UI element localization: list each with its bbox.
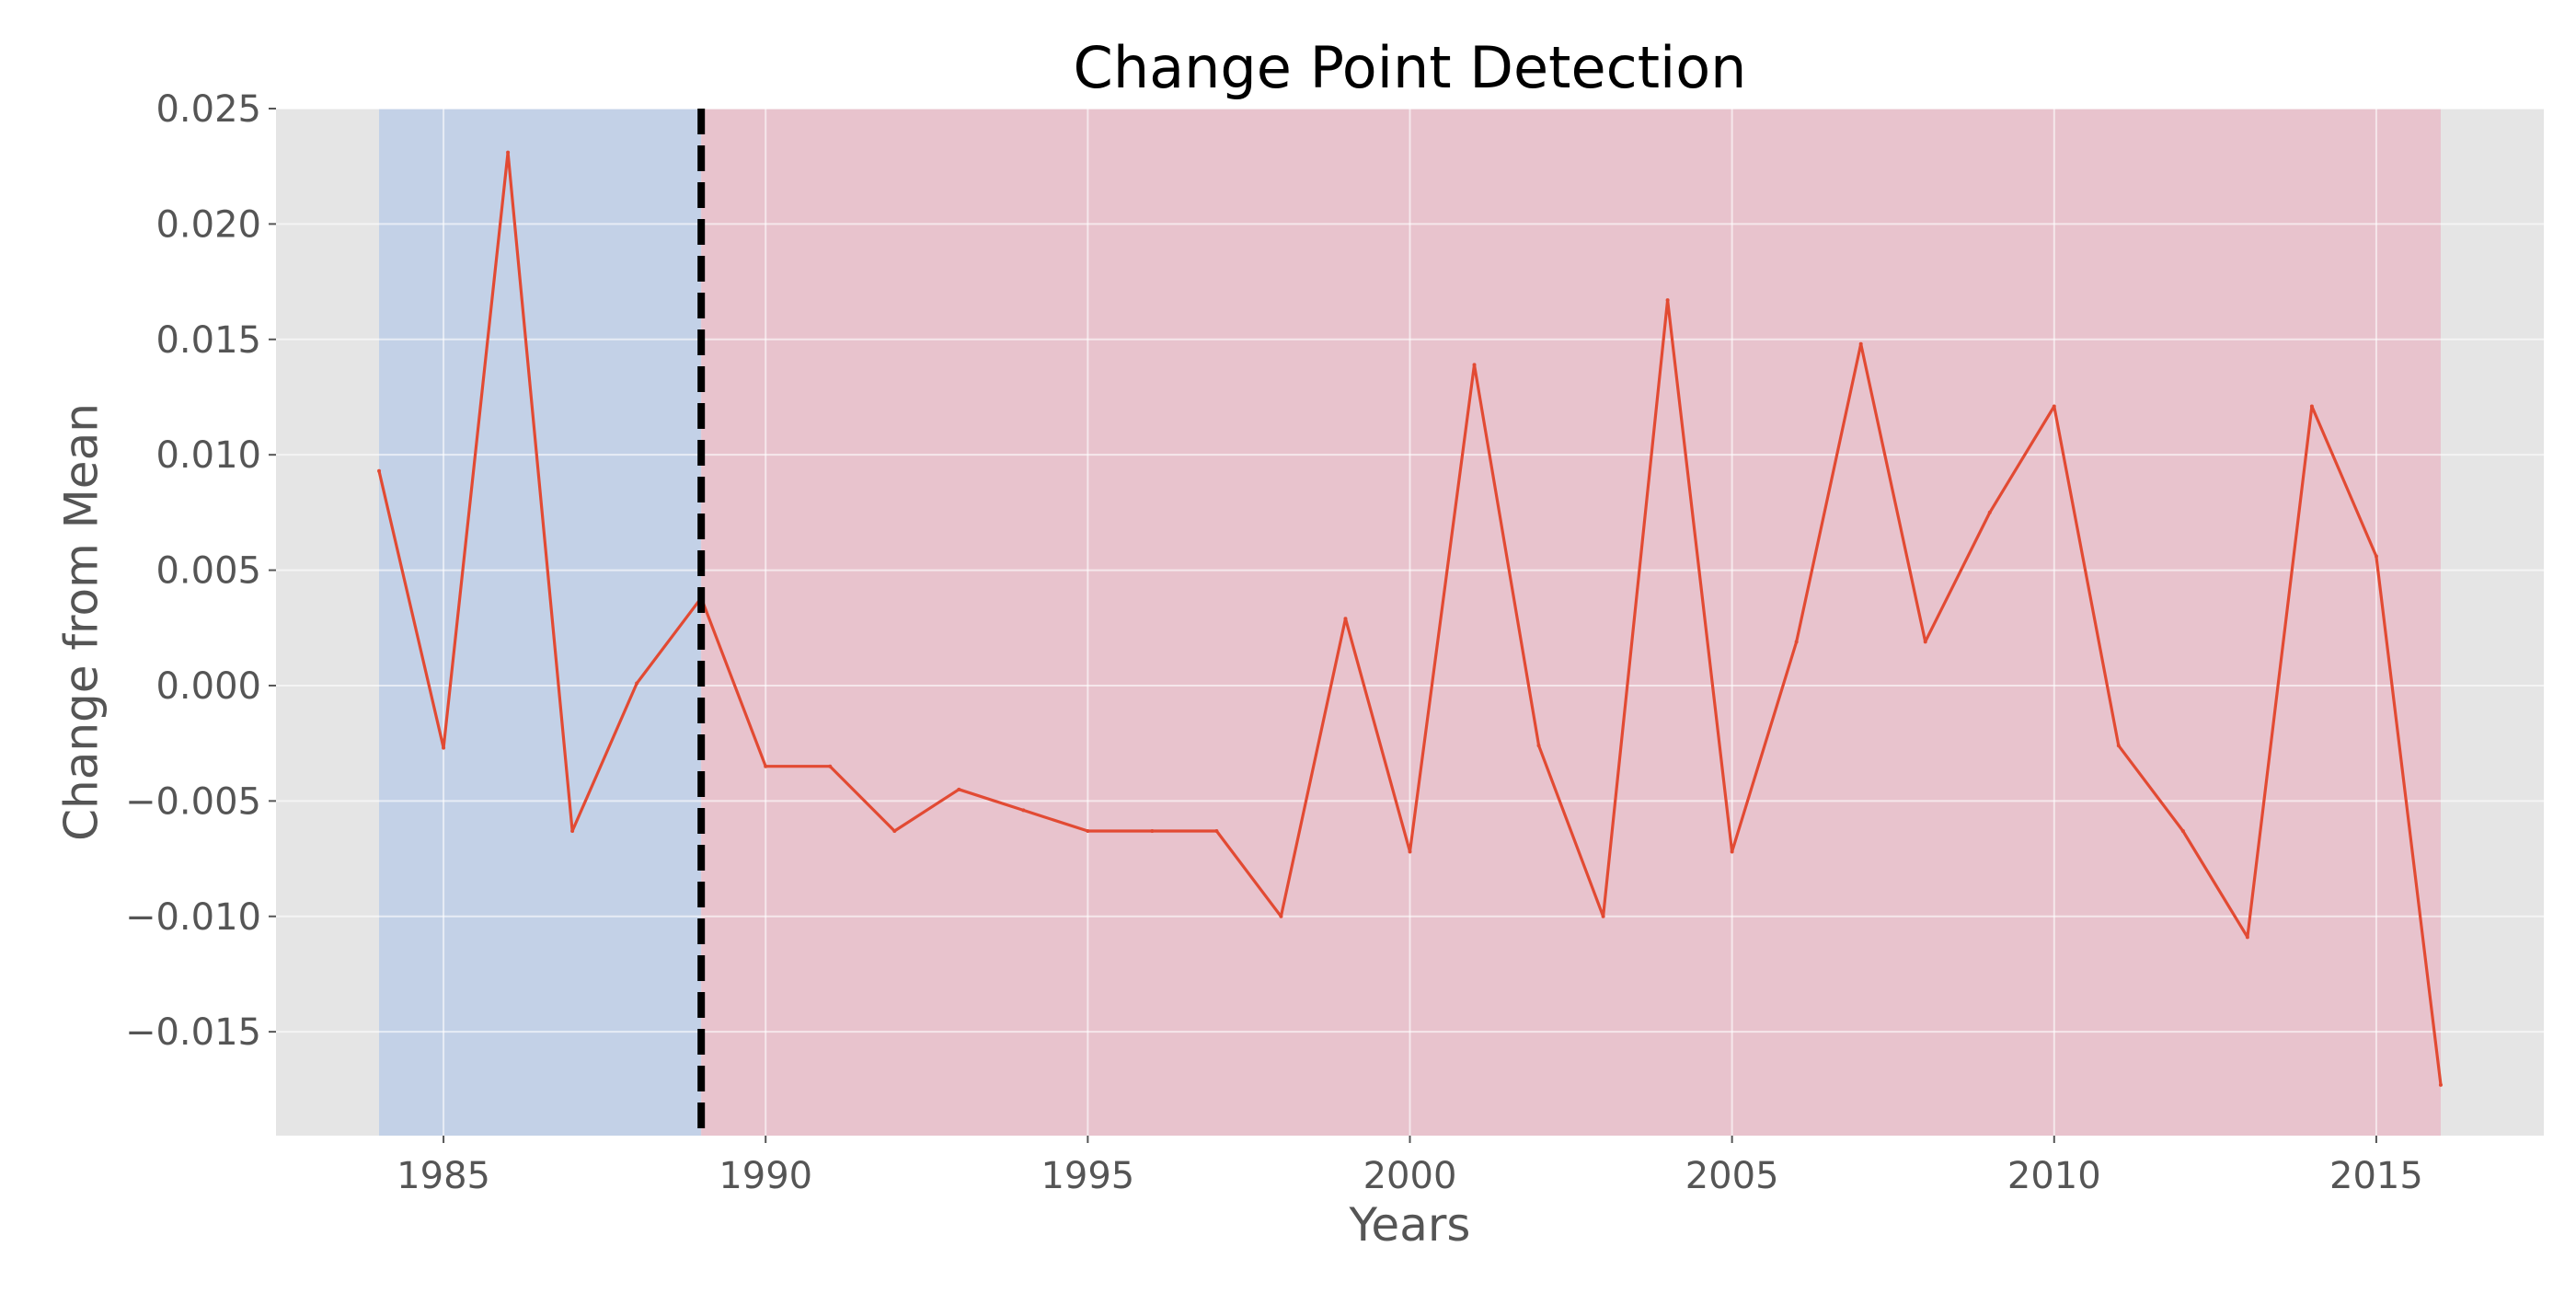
data-point: [2245, 935, 2249, 940]
x-tick-label: 1985: [397, 1155, 490, 1197]
data-point: [2438, 1082, 2443, 1087]
data-point: [1214, 828, 1219, 833]
y-tick-label: −0.005: [125, 780, 261, 823]
chart-title: Change Point Detection: [1074, 34, 1747, 101]
y-tick-label: 0.015: [155, 319, 261, 362]
y-tick-label: 0.005: [155, 550, 261, 593]
data-point: [442, 745, 446, 750]
data-point: [764, 764, 768, 768]
data-point: [828, 764, 833, 768]
y-tick-label: 0.010: [155, 434, 261, 477]
data-point: [1987, 510, 1992, 514]
data-point: [2374, 554, 2378, 559]
y-tick-labels: 0.025 0.020 0.015 0.010 0.005 0.000 −0.005 −0.0…: [125, 88, 276, 1054]
data-point: [1086, 828, 1090, 833]
y-tick-label: −0.010: [125, 896, 261, 939]
data-point: [1021, 808, 1026, 813]
data-point: [1923, 640, 1927, 644]
data-point: [2116, 744, 2121, 748]
data-point: [1536, 744, 1541, 748]
y-tick-label: 0.020: [155, 203, 261, 246]
data-point: [377, 468, 382, 473]
data-point: [2052, 404, 2056, 409]
y-tick-label: −0.015: [125, 1011, 261, 1054]
data-point: [506, 150, 511, 155]
y-axis-title: Change from Mean: [55, 403, 109, 841]
data-point: [1472, 363, 1477, 367]
x-axis-title: Years: [1349, 1198, 1471, 1252]
data-point: [1279, 914, 1283, 918]
x-tick-label: 2015: [2329, 1155, 2423, 1197]
data-point: [2180, 828, 2185, 833]
data-point: [1858, 341, 1863, 346]
x-tick-label: 1990: [719, 1155, 812, 1197]
y-tick-label: 0.000: [155, 665, 261, 708]
data-point: [1794, 640, 1799, 644]
region-2: [701, 109, 2441, 1136]
x-tick-label: 2010: [2007, 1155, 2101, 1197]
data-point: [570, 828, 575, 833]
data-point: [957, 787, 961, 791]
regions-layer: [379, 109, 2441, 1136]
data-point: [2309, 404, 2314, 409]
y-tick-label: 0.025: [155, 88, 261, 131]
x-tick-label: 2000: [1363, 1155, 1457, 1197]
x-tick-label: 2005: [1685, 1155, 1779, 1197]
data-point: [1665, 298, 1670, 303]
data-point: [635, 681, 639, 686]
series-layer: [377, 150, 2443, 1087]
grid-layer: [276, 108, 2544, 1136]
data-point: [1150, 828, 1155, 833]
x-tick-label: 1995: [1041, 1155, 1134, 1197]
region-1: [379, 109, 702, 1136]
data-point: [892, 828, 897, 833]
data-point: [1730, 849, 1734, 854]
data-point: [1601, 914, 1605, 918]
data-point: [1343, 617, 1348, 621]
data-point: [1408, 849, 1412, 854]
x-tick-labels: 1985 1990 1995 2000 2005 2010 2015: [397, 1136, 2423, 1197]
